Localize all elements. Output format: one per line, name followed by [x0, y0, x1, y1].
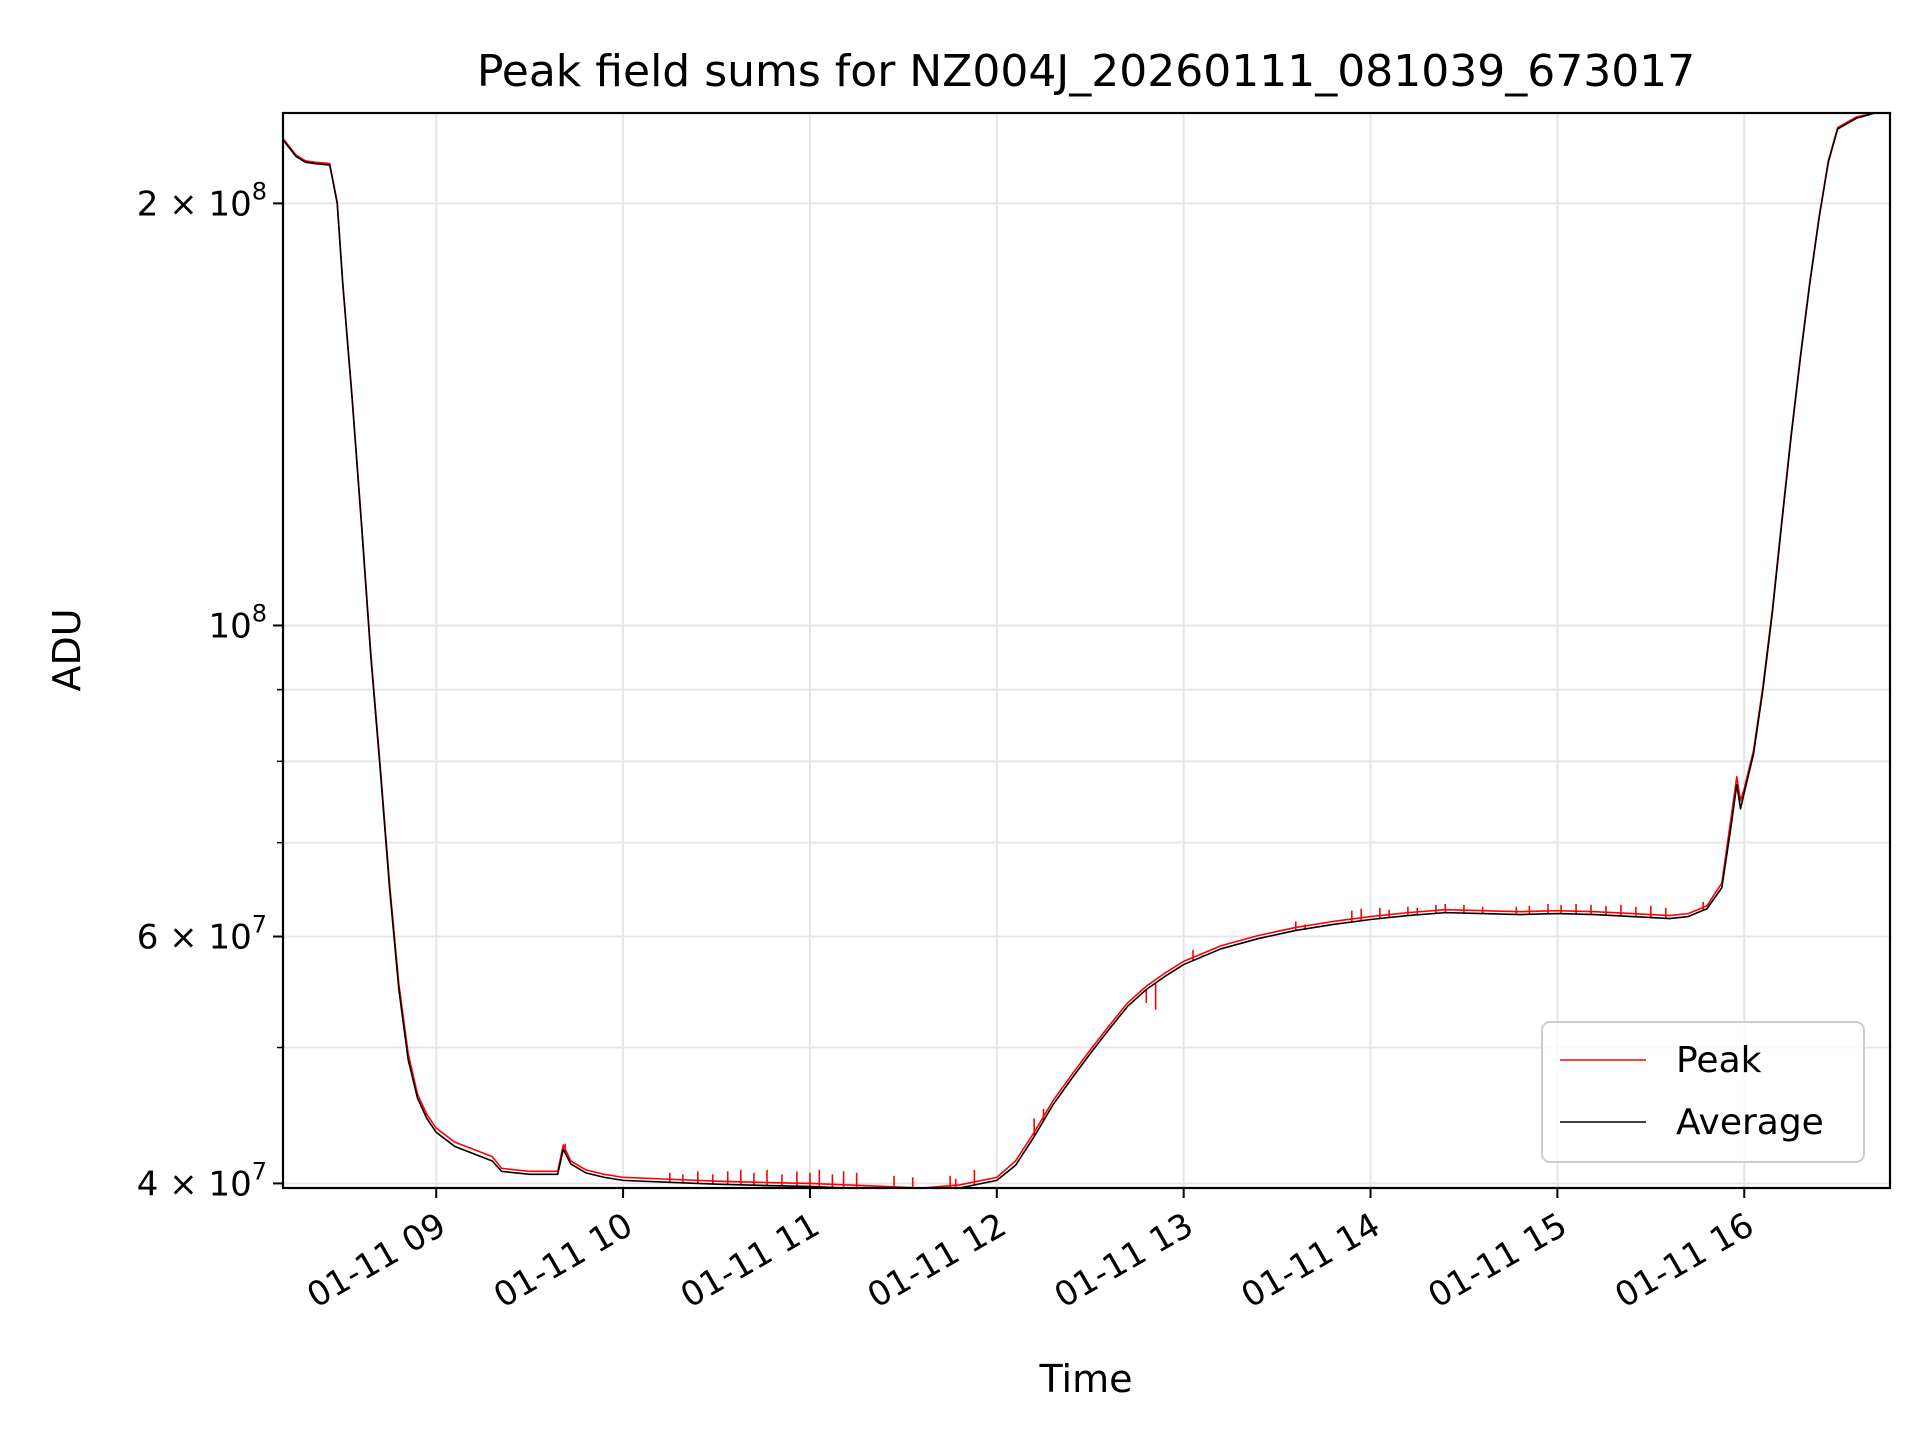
y-tick-label: 2 × 108: [137, 177, 267, 224]
chart-title: Peak field sums for NZ004J_20260111_0810…: [477, 46, 1695, 97]
tick-marks: [273, 202, 1746, 1198]
axes-frame: [281, 111, 1892, 1190]
grid: [283, 113, 1890, 1188]
y-tick-label: 6 × 107: [137, 911, 267, 958]
series-peak-line: [283, 113, 1890, 1188]
y-tick-label: 4 × 107: [137, 1157, 267, 1204]
series-average-line: [283, 113, 1890, 1188]
series-group: [283, 113, 1890, 1188]
plot-area: [283, 113, 1890, 1188]
legend-box: [1541, 1021, 1865, 1163]
legend-peak-label: Peak: [1676, 1040, 1762, 1081]
x-axis-label: Time: [1039, 1357, 1133, 1401]
legend: Peak Average: [1541, 1021, 1865, 1163]
y-tick-label: 108: [208, 599, 267, 646]
y-tick-labels: 4 × 107 6 × 107 108 2 × 108: [137, 177, 267, 1204]
y-axis-label: ADU: [45, 608, 89, 691]
legend-average-label: Average: [1676, 1102, 1824, 1143]
